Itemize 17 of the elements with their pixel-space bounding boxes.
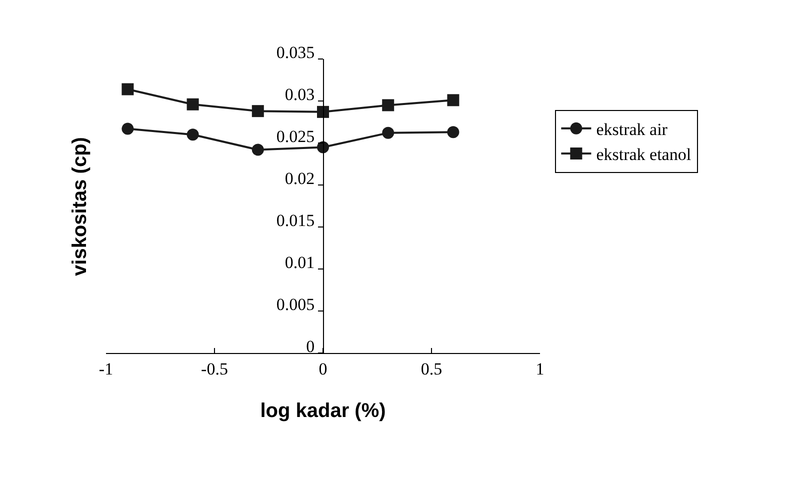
y-tick-label: 0.01 — [284, 252, 315, 272]
y-tick-label: 0.035 — [276, 42, 315, 62]
x-tick-label: -1 — [98, 359, 114, 378]
y-tick-label: 0 — [306, 336, 315, 356]
x-tick-label: 0.5 — [420, 359, 442, 378]
y-tick-label: 0.03 — [284, 84, 315, 104]
y-tick-label: 0.005 — [276, 294, 315, 314]
x-tick-label: 0 — [318, 359, 328, 378]
legend-label: ekstrak etanol — [596, 145, 692, 164]
y-tick-label: 0.02 — [284, 168, 315, 188]
x-axis-title: log kadar (%) — [260, 400, 386, 422]
y-tick-label: 0.015 — [276, 210, 315, 230]
y-tick-label: 0.025 — [276, 126, 315, 146]
x-tick-label: 1 — [536, 359, 544, 378]
y-axis-title: viskositas (cp) — [68, 137, 91, 276]
x-tick-label: -0.5 — [201, 359, 228, 378]
legend-label: ekstrak air — [596, 120, 668, 139]
